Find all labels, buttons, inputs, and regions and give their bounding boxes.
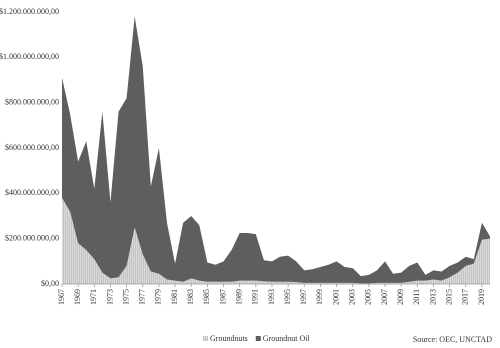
x-tick-label: 2013: [428, 289, 437, 305]
x-tick-label: 2001: [331, 289, 340, 305]
x-tick-label: 1997: [299, 289, 308, 305]
y-tick-label: $800.000.000,00: [5, 97, 59, 106]
x-tick-label: 1995: [283, 289, 292, 305]
x-tick-label: 1973: [105, 289, 114, 305]
x-tick-label: 1991: [251, 289, 260, 305]
x-tick-label: 2011: [412, 289, 421, 305]
x-tick-label: 1993: [267, 289, 276, 305]
y-tick-label: $400.000.000,00: [5, 188, 59, 197]
y-tick-label: $600.000.000,00: [5, 143, 59, 152]
x-tick-label: 1971: [89, 289, 98, 305]
area: [62, 16, 490, 284]
x-tick-label: 2019: [477, 289, 486, 305]
x-tick-label: 2007: [380, 289, 389, 305]
x-tick-label: 1975: [121, 289, 130, 305]
source-note: Source: OEC, UNCTAD: [413, 335, 492, 344]
x-tick-label: 1969: [73, 289, 82, 305]
x-tick-label: 1977: [138, 289, 147, 305]
x-tick-label: 1989: [234, 289, 243, 305]
x-tick-label: 1981: [170, 289, 179, 305]
x-tick-label: 1967: [57, 289, 66, 305]
legend-label: Groundnuts: [210, 334, 248, 343]
x-tick-label: 1985: [202, 289, 211, 305]
y-tick-label: $0,00: [41, 279, 59, 288]
area: [62, 197, 490, 284]
x-tick-label: 2003: [348, 289, 357, 305]
x-tick-label: 1987: [218, 289, 227, 305]
legend-swatch: [255, 336, 261, 341]
x-tick-label: 2015: [444, 289, 453, 305]
x-tick-label: 2005: [364, 289, 373, 305]
x-tick-label: 2009: [396, 289, 405, 305]
y-tick-label: $200.000.000,00: [5, 233, 59, 242]
legend-label: Groundnut Oil: [263, 334, 311, 343]
x-tick-label: 2017: [461, 289, 470, 305]
x-tick-label: 1999: [315, 289, 324, 305]
x-tick-label: 1983: [186, 289, 195, 305]
y-tick-label: $1.000.000.000,00: [0, 52, 59, 61]
legend-swatch: [203, 336, 208, 341]
x-tick-label: 1979: [154, 289, 163, 305]
y-tick-label: $1.200.000.000,00: [0, 7, 59, 16]
